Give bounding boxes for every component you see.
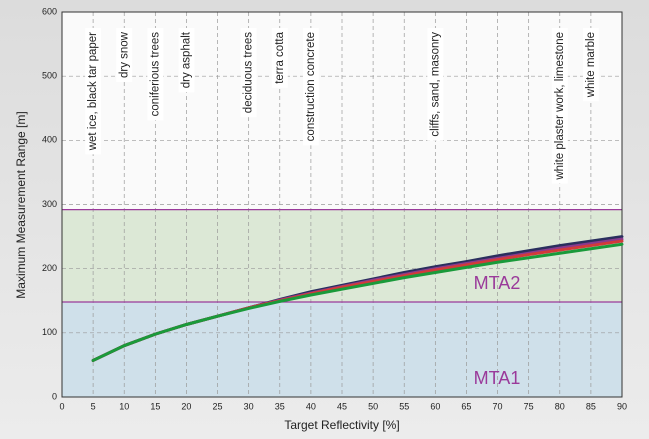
- annotation-background: [85, 28, 102, 155]
- x-tick-label: 65: [461, 401, 471, 411]
- annotation: terra cotta: [274, 31, 286, 83]
- x-tick-label: 85: [586, 401, 596, 411]
- zone-label: MTA1: [474, 368, 521, 388]
- annotation-background: [116, 28, 133, 83]
- plot-frame: [61, 11, 623, 398]
- x-tick-label: 0: [59, 401, 64, 411]
- x-tick-label: 45: [337, 401, 347, 411]
- x-tick-label: 60: [430, 401, 440, 411]
- x-tick-label: 15: [150, 401, 160, 411]
- series-line: [91, 242, 624, 362]
- annotation: cliffs, sand, masonry: [429, 32, 441, 137]
- x-tick-label: 90: [617, 401, 627, 411]
- annotation: deciduous trees: [243, 32, 255, 113]
- annotation-background: [240, 28, 257, 118]
- y-tick-label: 0: [52, 391, 57, 401]
- x-tick-label: 5: [91, 401, 96, 411]
- annotation: dry snow: [118, 31, 130, 78]
- x-tick-label: 80: [555, 401, 565, 411]
- x-tick-label: 40: [306, 401, 316, 411]
- x-tick-label: 55: [399, 401, 409, 411]
- annotation: dry asphalt: [180, 31, 192, 88]
- y-tick-label: 300: [42, 199, 57, 209]
- annotation: white marble: [585, 32, 597, 98]
- y-tick-label: 100: [42, 327, 57, 337]
- y-tick-label: 600: [42, 6, 57, 16]
- annotation-background: [302, 28, 319, 146]
- annotation: wet ice, black tar paper: [87, 32, 99, 151]
- y-tick-label: 400: [42, 135, 57, 145]
- x-tick-label: 50: [368, 401, 378, 411]
- annotation-background: [551, 28, 568, 184]
- annotation-background: [427, 28, 444, 141]
- annotation-background: [582, 28, 599, 102]
- annotation-background: [271, 28, 288, 88]
- annotation-background: [147, 28, 164, 121]
- x-tick-label: 20: [181, 401, 191, 411]
- x-tick-label: 35: [275, 401, 285, 411]
- zone-label: MTA2: [474, 273, 521, 293]
- annotation: coniferious trees: [149, 32, 161, 117]
- x-tick-label: 10: [119, 401, 129, 411]
- x-tick-label: 25: [213, 401, 223, 411]
- annotation-background: [178, 28, 195, 93]
- annotation: construction concrete: [305, 32, 317, 141]
- x-axis-label: Target Reflectivity [%]: [284, 418, 399, 432]
- x-tick-label: 75: [524, 401, 534, 411]
- y-axis-label: Maximum Measurement Range [m]: [14, 111, 28, 298]
- x-tick-label: 30: [244, 401, 254, 411]
- x-tick-label: 70: [493, 401, 503, 411]
- annotation: white plaster work, limestone: [554, 32, 566, 181]
- y-tick-label: 200: [42, 263, 57, 273]
- y-tick-label: 500: [42, 71, 57, 81]
